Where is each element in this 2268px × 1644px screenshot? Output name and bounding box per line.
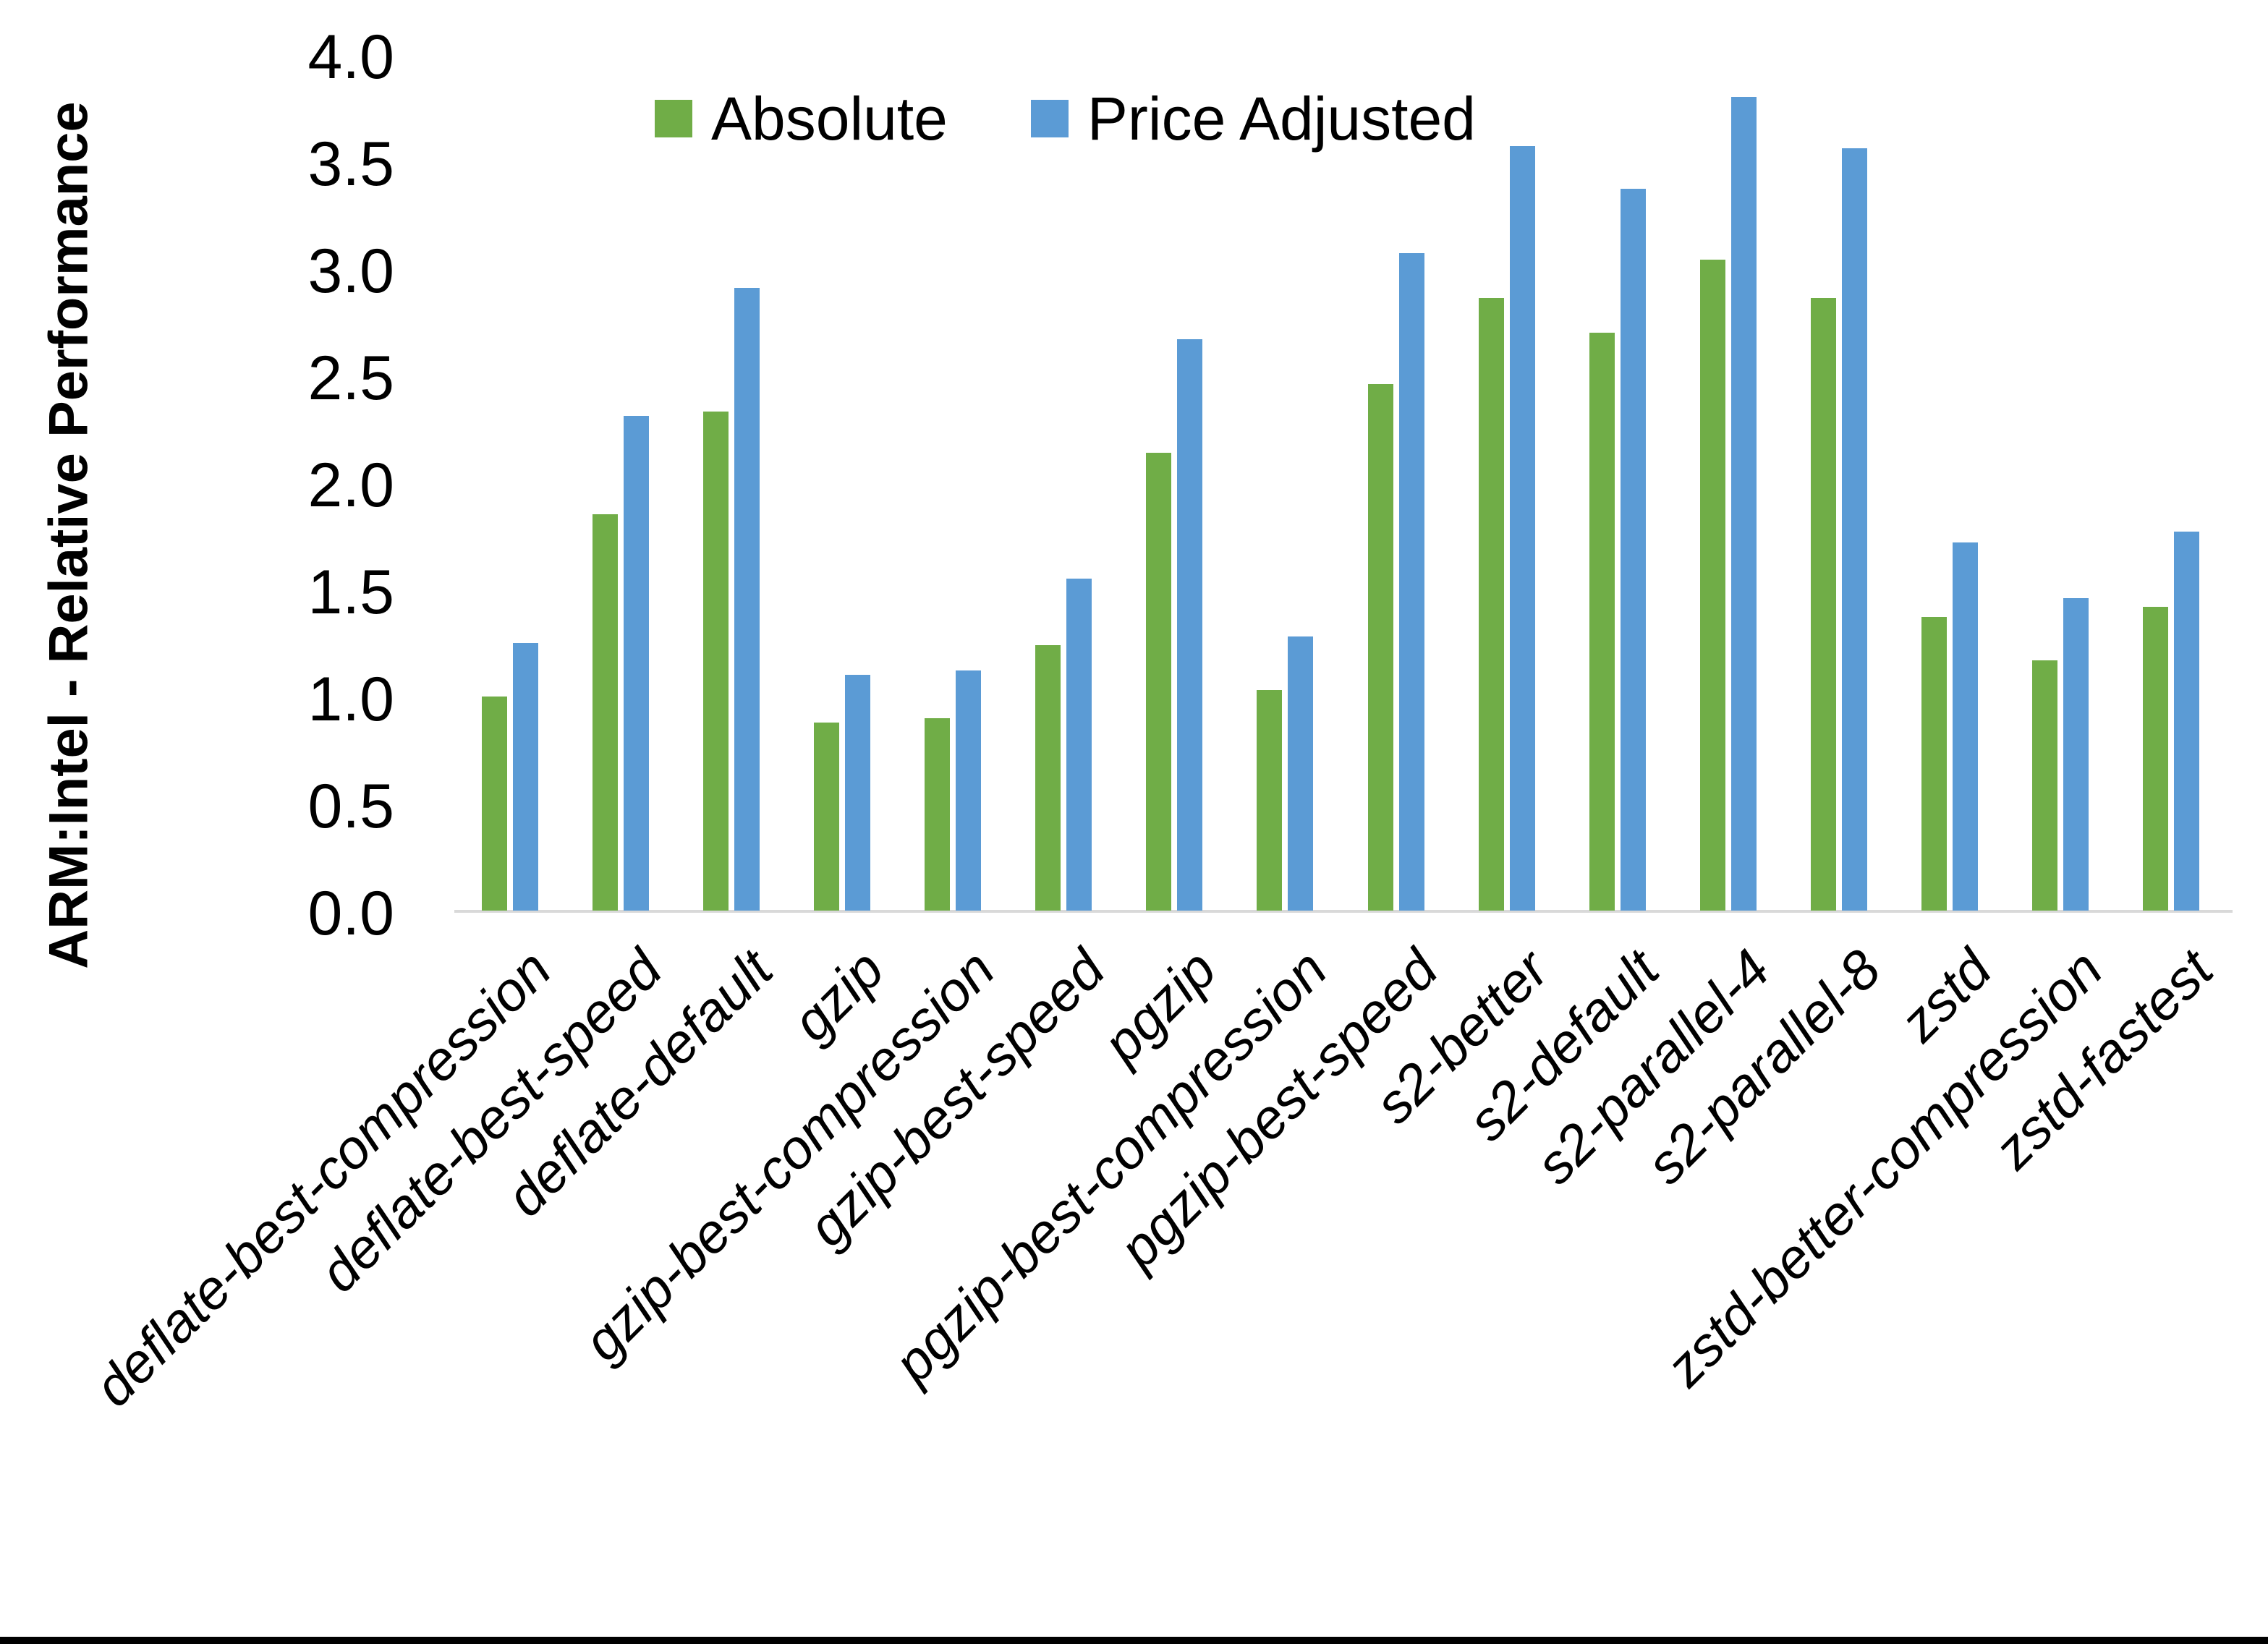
x-tick-label: gzip-best-speed <box>797 938 1117 1259</box>
bar <box>1398 253 1424 911</box>
bar-group <box>898 54 1008 911</box>
bar-group <box>1341 54 1451 911</box>
bar <box>813 722 839 911</box>
bar <box>1066 579 1092 911</box>
bar <box>1699 260 1725 911</box>
bar <box>1478 298 1504 911</box>
bar <box>2143 606 2169 911</box>
bar-group <box>565 54 676 911</box>
x-tick-label: pgzip-best-speed <box>1107 938 1450 1280</box>
y-tick-label: 1.5 <box>307 558 394 627</box>
legend: Absolute Price Adjusted <box>655 88 1476 149</box>
bar <box>1921 617 1948 911</box>
bar <box>702 412 729 911</box>
bar-group <box>454 54 565 911</box>
bar-group <box>1230 54 1341 911</box>
bar <box>1367 383 1393 911</box>
bar-group <box>1895 54 2005 911</box>
bar <box>1842 148 1868 911</box>
bar <box>623 416 649 911</box>
y-tick-label: 0.0 <box>307 879 394 948</box>
bar-group <box>2005 54 2116 911</box>
plot-area <box>454 54 2227 911</box>
y-tick-label: 3.0 <box>307 237 394 306</box>
bar-group <box>676 54 786 911</box>
legend-label-absolute: Absolute <box>711 85 948 153</box>
x-tick-label: s2-better <box>1363 938 1560 1136</box>
bar-group <box>1784 54 1895 911</box>
bar <box>2032 660 2058 911</box>
bar <box>1257 690 1283 911</box>
bar <box>1288 636 1314 911</box>
bar <box>1509 146 1535 911</box>
bar <box>925 717 951 911</box>
y-tick-label: 2.0 <box>307 451 394 520</box>
bar <box>2174 532 2200 911</box>
y-tick-label: 0.5 <box>307 772 394 841</box>
bar-group <box>786 54 897 911</box>
y-axis-title: ARM:Intel - Relative Performance <box>38 101 100 969</box>
bar <box>1035 644 1061 911</box>
bar <box>956 670 982 911</box>
bottom-border <box>0 1637 2268 1644</box>
x-axis-line <box>454 910 2233 913</box>
y-tick-label: 3.5 <box>307 129 394 199</box>
bar <box>1146 452 1172 911</box>
bar <box>1730 97 1757 911</box>
x-tick-label: s2-default <box>1456 938 1671 1153</box>
x-tick-label: gzip <box>780 938 896 1054</box>
x-tick-label: zstd <box>1888 938 2003 1054</box>
bar-group <box>1008 54 1119 911</box>
x-tick-label: gzip-best-compression <box>572 938 1006 1373</box>
bar-group <box>1562 54 1673 911</box>
bar <box>1620 189 1646 911</box>
x-axis: deflate-best-compression deflate-best-spe… <box>83 911 2227 1634</box>
x-tick-label: zstd-fastest <box>1982 938 2225 1181</box>
bar-group <box>1673 54 1783 911</box>
bar-group <box>2116 54 2227 911</box>
legend-label-price-adjusted: Price Adjusted <box>1087 85 1476 153</box>
legend-swatch-absolute <box>655 100 692 137</box>
x-tick-label: deflate-default <box>494 938 785 1229</box>
x-tick-label: deflate-best-speed <box>308 938 674 1304</box>
bar <box>1811 298 1837 911</box>
y-tick-label: 1.0 <box>307 665 394 734</box>
x-tick-label: s2-parallel-8 <box>1634 938 1893 1196</box>
bar <box>512 643 538 911</box>
x-tick-label: pgzip <box>1091 938 1228 1076</box>
legend-item-price-adjusted: Price Adjusted <box>1030 85 1476 153</box>
legend-swatch-price-adjusted <box>1030 100 1069 137</box>
x-tick-label: deflate-best-compression <box>82 938 564 1419</box>
bar <box>481 697 507 911</box>
y-tick-label: 2.5 <box>307 344 394 413</box>
bar <box>1953 542 1979 911</box>
bar <box>734 287 760 911</box>
bar-group <box>1451 54 1562 911</box>
bar <box>1177 338 1203 911</box>
legend-item-absolute: Absolute <box>655 88 948 149</box>
bar <box>844 675 870 911</box>
x-tick-label: s2-parallel-4 <box>1524 938 1782 1196</box>
x-tick-label: zstd-better-compression <box>1654 938 2115 1399</box>
bar <box>2063 597 2089 911</box>
y-tick-label: 4.0 <box>307 22 394 92</box>
bar <box>1589 332 1615 911</box>
bar <box>592 514 618 911</box>
bar-group <box>1119 54 1230 911</box>
x-tick-label: pgzip-best-compression <box>882 938 1339 1395</box>
